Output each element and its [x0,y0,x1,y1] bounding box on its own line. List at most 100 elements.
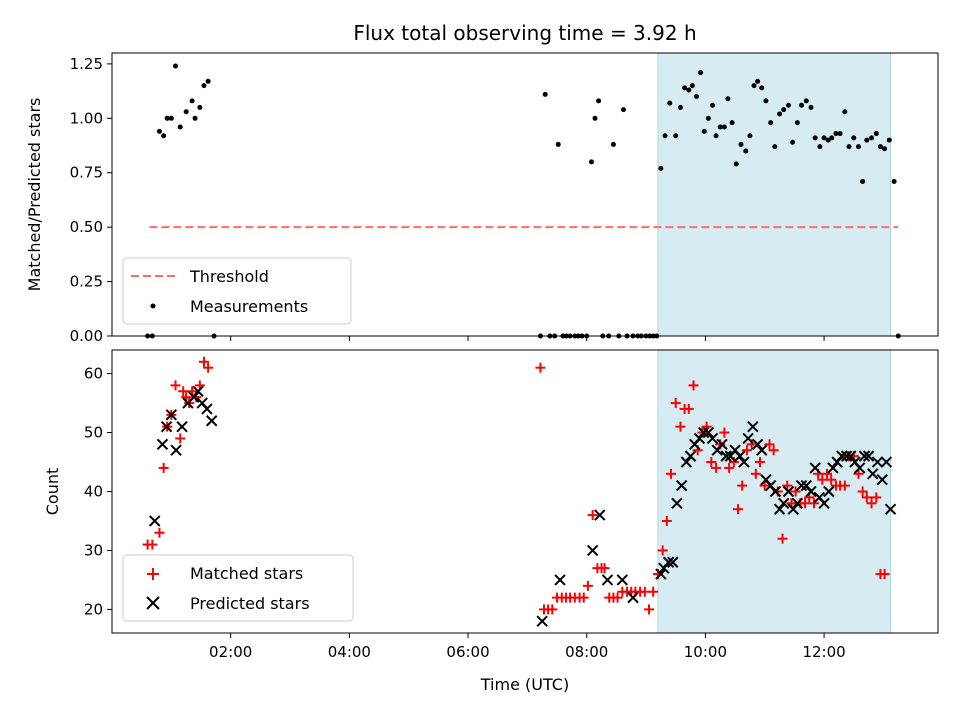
x-tick-label: 04:00 [328,643,371,661]
measurement-point [891,178,897,184]
bottom-y-axis-label: Count [43,468,62,516]
predicted-star-point [884,503,897,515]
measurement-point [592,115,598,121]
matched-star-point [724,462,735,473]
predicted-star-point [840,450,853,462]
measurement-point [738,141,744,147]
matched-star-point [790,486,801,497]
predicted-star-point [880,456,893,468]
top-legend: Threshold Measurements [122,257,352,325]
x-tick-label: 08:00 [565,643,608,661]
predicted-star-point [667,556,679,568]
matched-star-point [879,569,890,580]
predicted-star-point [778,497,790,509]
measurement-point [698,70,704,76]
measurement-point [729,120,735,126]
measurement-point [808,104,814,110]
measurement-point [717,124,723,130]
predicted-star-point [594,509,606,521]
predicted-star-point [751,438,764,451]
predicted-star-point [756,444,768,456]
predicted-legend-label: Predicted stars [190,594,310,613]
matched-star-point [706,457,717,468]
matched-star-point [198,356,209,367]
matched-legend-marker [147,568,159,580]
matched-star-point [648,586,659,597]
measurement-point [768,120,774,126]
predicted-star-point [787,503,799,515]
matched-star-point [733,504,744,515]
measurement-point [882,146,888,152]
matched-star-point [800,498,811,509]
predicted-star-point [662,556,675,568]
bottom-legend-box [122,554,354,622]
measurement-point [790,139,796,145]
measurement-point [794,120,800,126]
matched-star-point [857,486,868,497]
matched-star-point [675,421,686,432]
measurement-point [721,124,727,130]
matched-star-point [764,439,775,450]
measurement-point [886,137,892,143]
predicted-star-point [871,456,884,468]
matched-star-point [175,433,186,444]
y-tick-label: 60 [84,365,103,383]
matched-star-point [665,468,676,479]
predicted-star-point [655,568,667,580]
measurement-point [799,102,805,108]
matched-star-point [203,362,214,373]
top-axis-ticks: 0.00 0.25 0.50 0.75 1.00 1.25 [70,55,825,345]
matched-star-point [808,498,819,509]
y-tick-label: 0.00 [70,327,103,345]
measurement-point [168,115,174,121]
measurement-point [596,98,602,104]
y-tick-label: 0.75 [70,164,103,182]
matched-star-point [178,386,189,397]
predicted-star-point [795,479,808,492]
measurement-point [803,98,809,104]
predicted-star-point [684,450,697,462]
predicted-star-point [170,444,182,456]
y-tick-label: 40 [84,483,103,501]
measurement-point [759,85,765,91]
measurement-point [542,91,548,97]
measurement-point [842,109,848,115]
predicted-star-point [805,485,817,498]
matched-star-point [535,362,546,373]
measurement-point [701,128,707,134]
measurement-point [846,144,852,150]
x-tick-label: 12:00 [802,643,845,661]
measurement-point [713,133,719,139]
measurement-point [205,78,211,84]
matched-legend-label: Matched stars [190,564,303,583]
measurement-point [189,98,195,104]
measurements-legend-label: Measurements [190,297,308,316]
predicted-star-point [627,591,639,604]
measurement-point [673,133,679,139]
measurement-point [662,133,668,139]
predicted-star-point [697,426,710,439]
measurement-point [851,135,857,141]
predicted-star-point [536,615,548,627]
predicted-star-point [720,450,732,462]
x-tick-label: 06:00 [446,643,489,661]
top-axes-frame [111,52,939,337]
predicted-star-point [616,574,629,586]
measurement-point [588,159,594,165]
y-tick-label: 1.00 [70,109,103,127]
measurement-point [829,135,835,141]
matched-star-point [612,592,623,603]
matched-star-point [822,468,833,479]
predicted-star-point [156,438,169,451]
measurement-point [156,128,162,134]
measurement-point [192,115,198,121]
measurement-point [197,104,203,110]
measurement-point [733,161,739,167]
measurement-point [747,133,753,139]
predicted-star-point [675,479,688,492]
y-tick-label: 0.25 [70,273,103,291]
measurement-point [751,83,757,89]
y-tick-label: 50 [84,424,103,442]
count-points [142,356,897,627]
